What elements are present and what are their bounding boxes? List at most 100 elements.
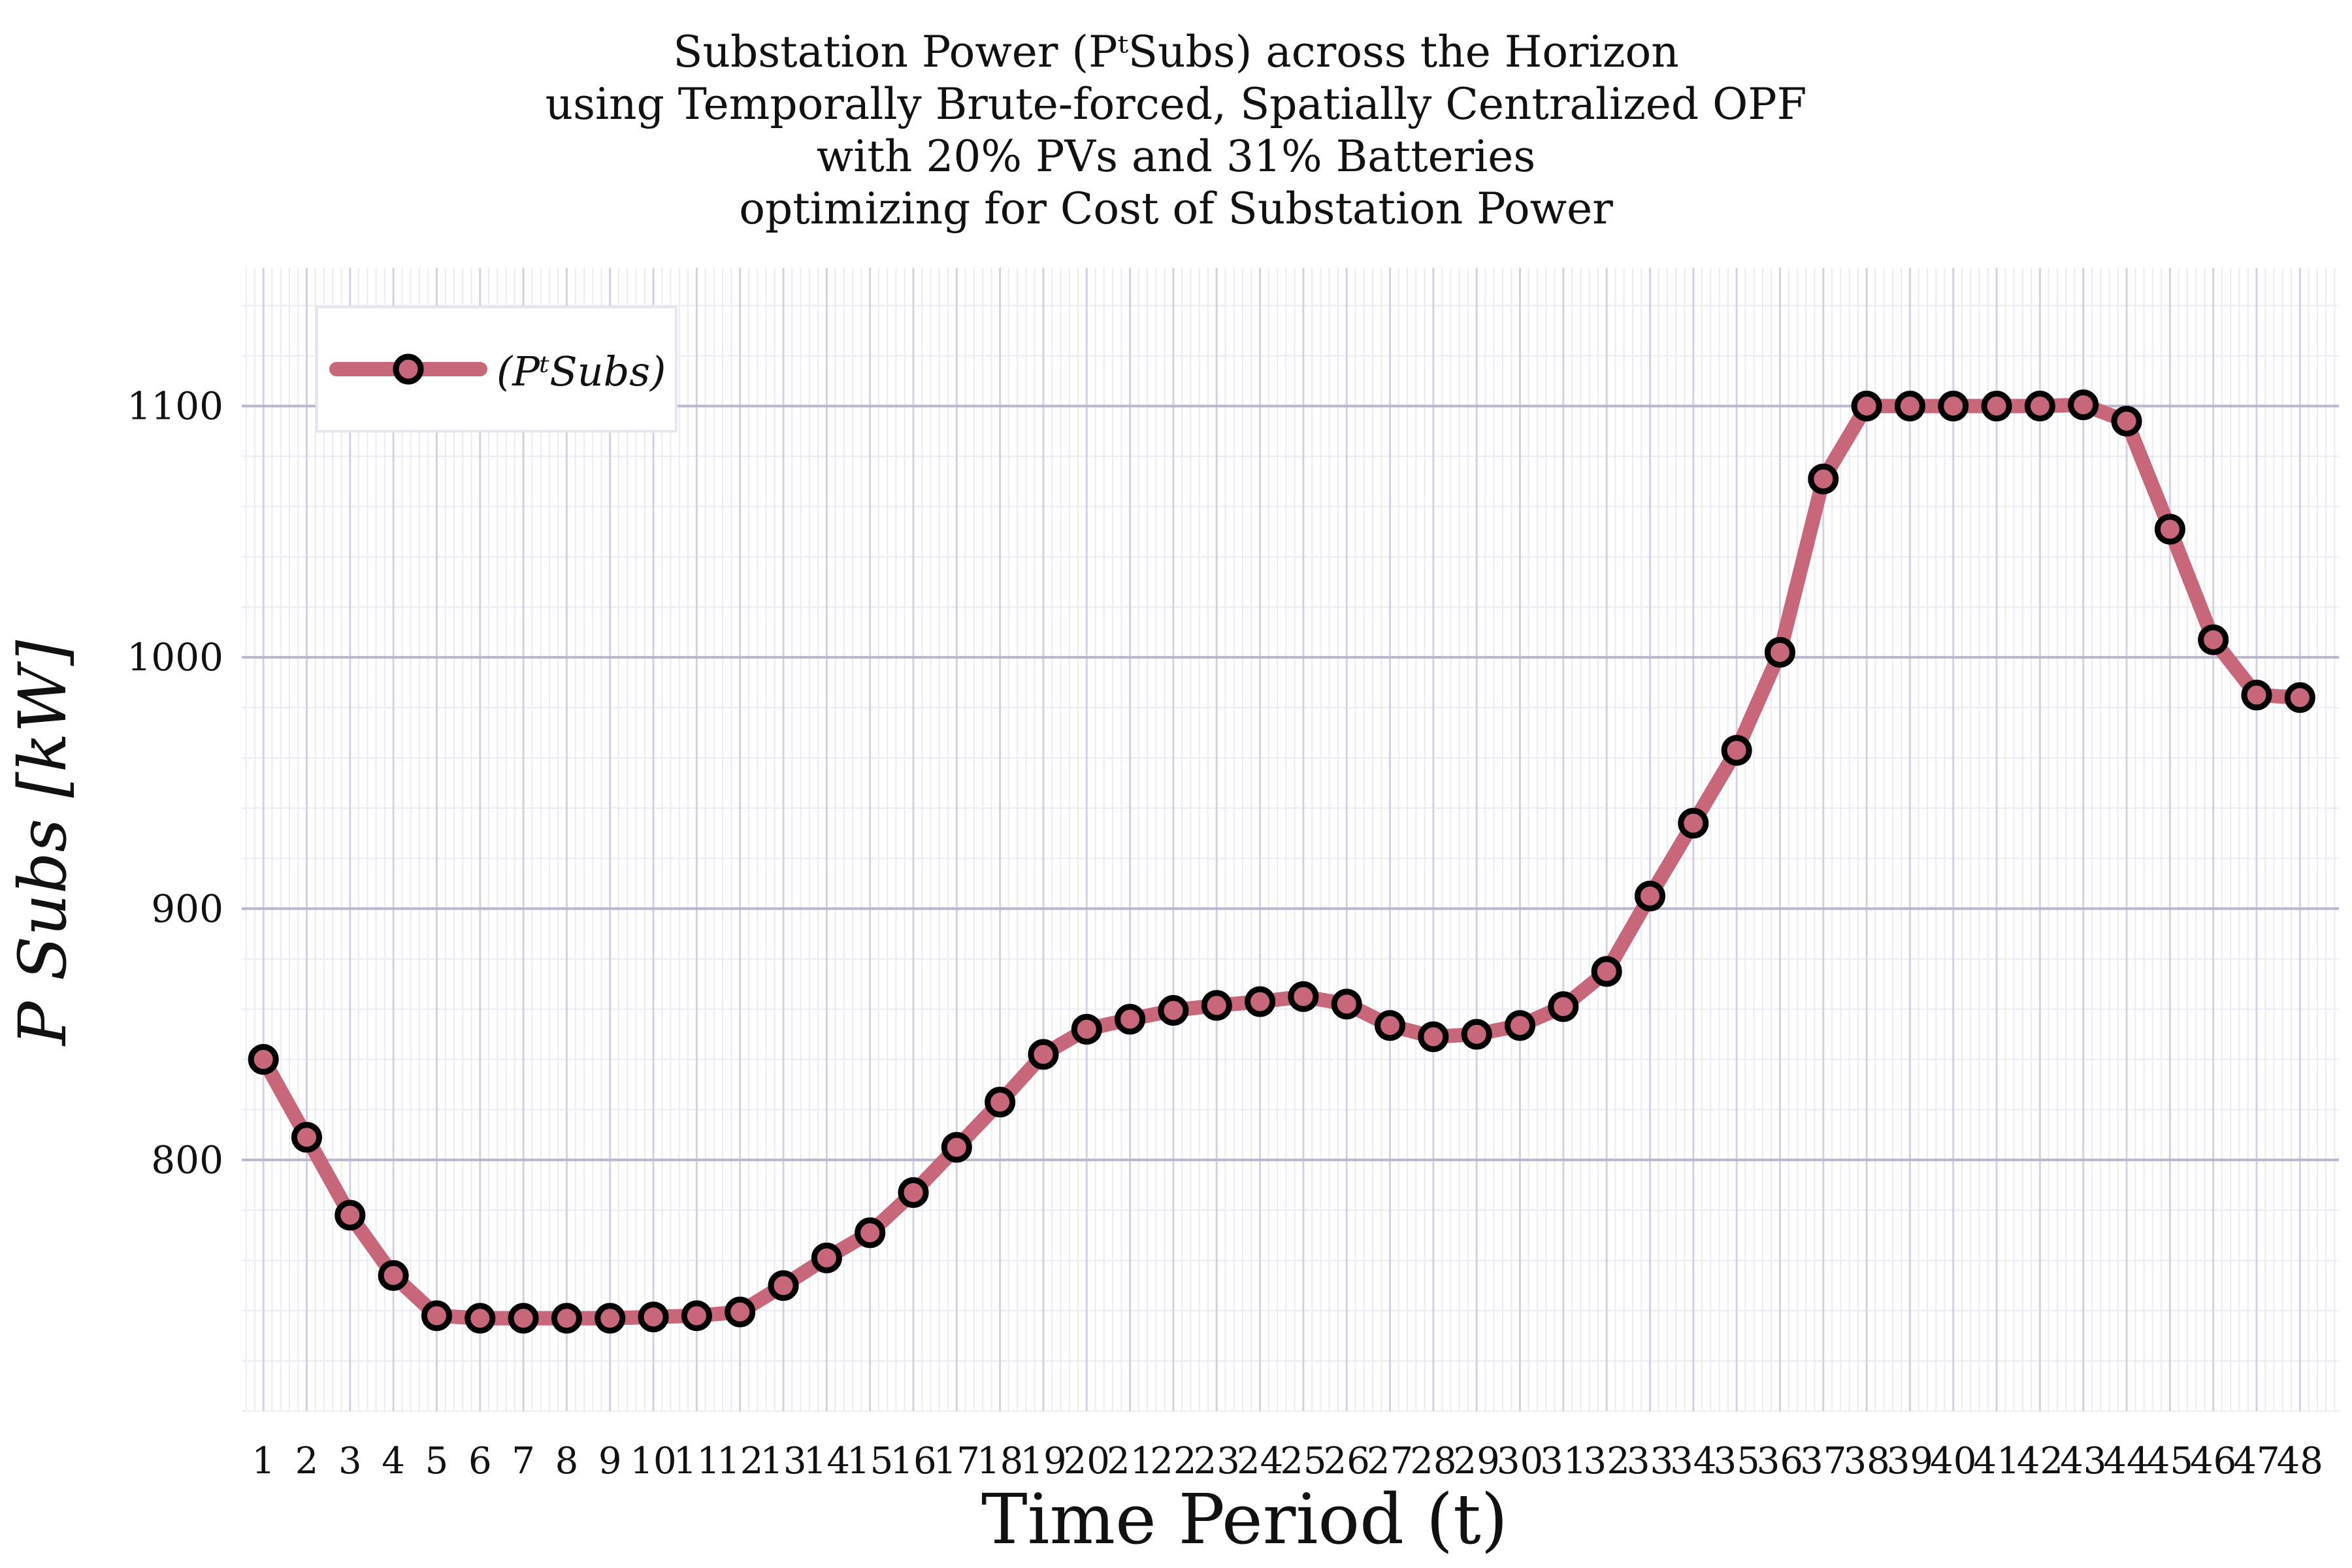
data-point (725, 1296, 756, 1328)
x-tick-label: 31 (1540, 1440, 1586, 1482)
data-point (1375, 1010, 1406, 1041)
x-tick-label: 7 (512, 1440, 535, 1482)
data-point (2024, 391, 2055, 422)
data-point (638, 1301, 669, 1333)
x-tick-label: 13 (760, 1440, 806, 1482)
x-tick-label: 21 (1107, 1440, 1153, 1482)
data-point (1418, 1021, 1449, 1053)
legend-label: (PᵗSubs) (497, 348, 666, 395)
data-point (248, 1044, 279, 1075)
chart-title: Substation Power (PᵗSubs) across the Hor… (0, 26, 2352, 235)
x-tick-label: 9 (598, 1440, 622, 1482)
x-tick-label: 39 (1887, 1440, 1933, 1482)
x-tick-label: 47 (2233, 1440, 2279, 1482)
x-tick-label: 44 (2103, 1440, 2149, 1482)
x-tick-label: 14 (804, 1440, 850, 1482)
data-point (898, 1177, 929, 1208)
x-tick-label: 29 (1454, 1440, 1500, 1482)
y-tick-label: 900 (151, 887, 223, 931)
x-tick-label: 41 (1973, 1440, 2019, 1482)
data-point (1981, 391, 2012, 422)
data-point (1331, 988, 1362, 1020)
data-point (768, 1270, 799, 1301)
x-tick-label: 10 (630, 1440, 676, 1482)
data-point (1201, 990, 1232, 1021)
major-grid (242, 268, 2339, 1411)
x-tick-label: 32 (1584, 1440, 1630, 1482)
y-axis-label: P Subs [kW] (5, 640, 81, 1047)
data-point (941, 1132, 972, 1163)
chart-title-line-1: Substation Power (PᵗSubs) across the Hor… (673, 27, 1679, 77)
data-point (1071, 1013, 1102, 1045)
y-tick-label: 1100 (127, 384, 223, 429)
x-tick-label: 22 (1150, 1440, 1196, 1482)
data-point (811, 1242, 842, 1273)
chart-title-line-2: using Temporally Brute-forced, Spatially… (545, 79, 1807, 129)
data-point (291, 1122, 322, 1153)
x-tick-label: 19 (1020, 1440, 1066, 1482)
x-tick-label: 38 (1843, 1440, 1889, 1482)
data-point (1634, 881, 1665, 912)
data-point (378, 1260, 409, 1291)
data-point (1938, 391, 1969, 422)
data-point (1764, 636, 1795, 668)
data-point (1721, 734, 1752, 766)
x-tick-label: 17 (934, 1440, 980, 1482)
x-tick-label: 8 (555, 1440, 579, 1482)
data-point (421, 1300, 452, 1331)
data-point (2111, 406, 2142, 437)
data-point (2198, 624, 2229, 655)
y-tick-label: 800 (151, 1137, 223, 1182)
data-point (595, 1303, 626, 1334)
x-tick-label: 40 (1930, 1440, 1976, 1482)
data-point (1288, 981, 1319, 1012)
data-point (1158, 995, 1189, 1026)
x-tick-label: 2 (295, 1440, 319, 1482)
minor-grid (242, 268, 2339, 1412)
legend-marker (393, 353, 424, 385)
x-tick-label: 35 (1713, 1440, 1759, 1482)
x-tick-label: 30 (1497, 1440, 1543, 1482)
data-point (1894, 391, 1925, 422)
data-point (1591, 956, 1622, 987)
x-tick-labels: 1 2 3 4 5 6 7 8 9 1011121314151617181920212223242… (252, 1440, 2323, 1482)
y-tick-label: 1000 (127, 635, 223, 679)
data-point (1115, 1004, 1146, 1035)
x-tick-label: 25 (1280, 1440, 1326, 1482)
data-point (1851, 391, 1882, 422)
data-point (2068, 389, 2099, 421)
data-point (1461, 1019, 1492, 1050)
data-point (1808, 463, 1839, 495)
x-tick-label: 27 (1367, 1440, 1413, 1482)
data-point (2154, 514, 2185, 545)
x-tick-label: 46 (2190, 1440, 2236, 1482)
data-point (2241, 679, 2272, 711)
x-tick-label: 43 (2060, 1440, 2106, 1482)
x-tick-label: 18 (977, 1440, 1023, 1482)
x-tick-label: 11 (674, 1440, 720, 1482)
x-tick-label: 23 (1194, 1440, 1240, 1482)
x-tick-label: 15 (847, 1440, 893, 1482)
series-line (256, 397, 2308, 1326)
x-tick-label: 6 (468, 1440, 492, 1482)
chart-title-line-3: with 20% PVs and 31% Batteries (816, 131, 1536, 182)
x-tick-label: 37 (1800, 1440, 1846, 1482)
chart-title-line-4: optimizing for Cost of Substation Power (739, 184, 1613, 234)
data-point (855, 1217, 886, 1249)
y-tick-labels: 800 900 1000 1100 (127, 384, 223, 1183)
x-tick-label: 3 (338, 1440, 362, 1482)
x-tick-label: 36 (1757, 1440, 1803, 1482)
data-point (985, 1086, 1016, 1118)
x-tick-label: 12 (717, 1440, 763, 1482)
x-tick-label: 16 (890, 1440, 936, 1482)
x-axis-label: Time Period (t) (981, 1479, 1508, 1560)
x-tick-label: 28 (1410, 1440, 1456, 1482)
data-point (551, 1303, 582, 1334)
x-tick-label: 5 (425, 1440, 449, 1482)
x-tick-label: 45 (2147, 1440, 2193, 1482)
data-point (1245, 986, 1276, 1017)
data-point (1678, 808, 1709, 839)
x-tick-label: 48 (2277, 1440, 2323, 1482)
data-point (508, 1303, 539, 1334)
data-point (1505, 1010, 1536, 1041)
